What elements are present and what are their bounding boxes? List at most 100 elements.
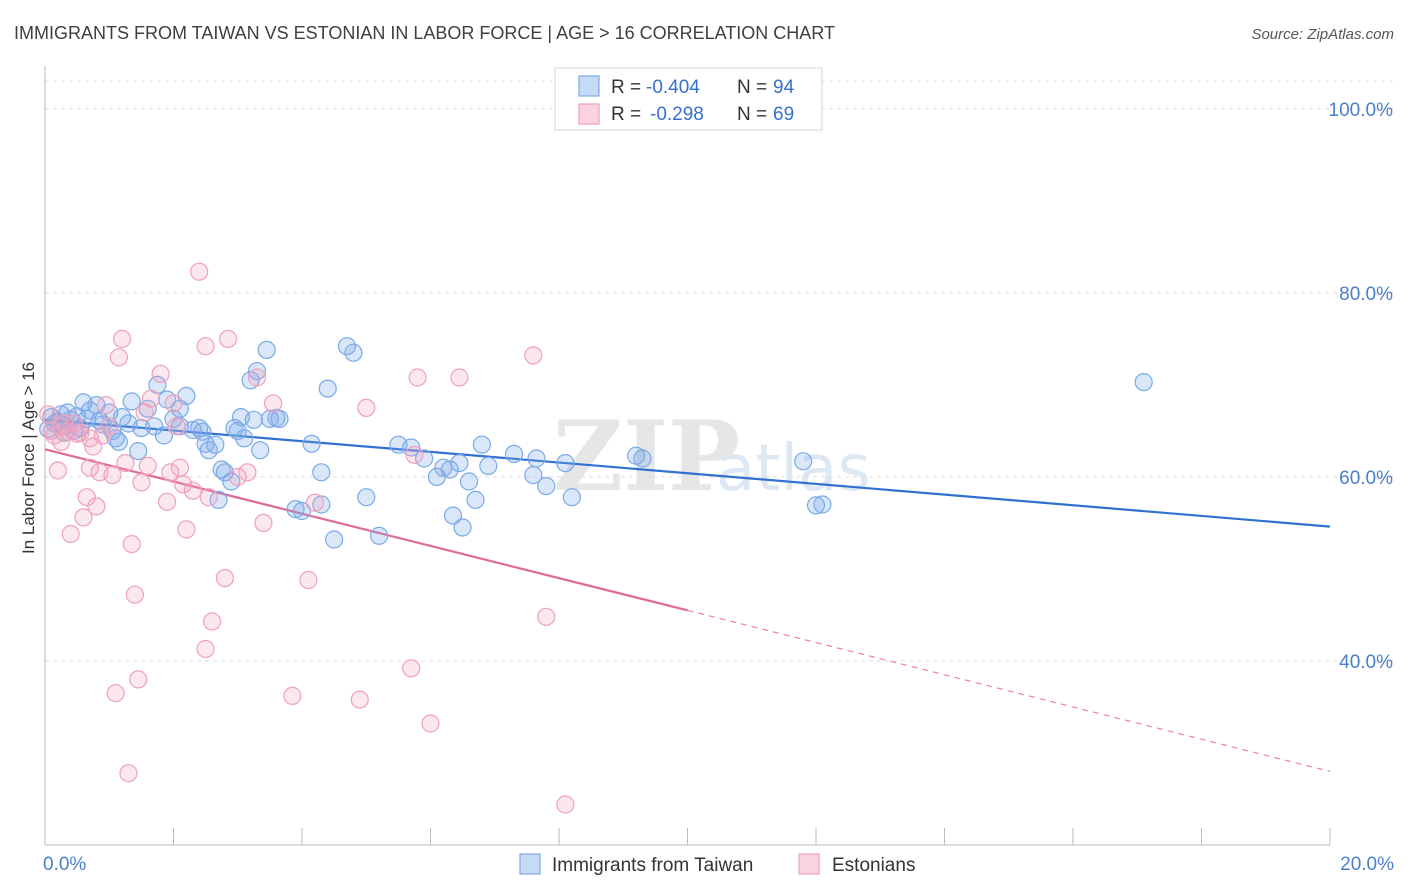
point-estonian	[254, 513, 273, 533]
point-estonian	[103, 466, 122, 485]
point-taiwan	[145, 417, 164, 436]
scatter-points	[39, 262, 1153, 814]
point-taiwan	[154, 426, 173, 445]
point-taiwan	[344, 343, 363, 362]
point-estonian	[109, 348, 129, 367]
y-tick-label: 80.0%	[1339, 284, 1393, 305]
point-taiwan	[247, 362, 267, 381]
trend-lines	[44, 418, 1331, 772]
point-estonian	[158, 492, 177, 511]
point-estonian	[408, 368, 427, 387]
point-estonian	[215, 568, 234, 588]
point-taiwan	[806, 496, 826, 515]
point-estonian	[190, 262, 209, 281]
point-taiwan	[318, 379, 337, 398]
point-estonian	[524, 346, 543, 365]
legend-n-value-taiwan: 94	[773, 77, 795, 98]
watermark: ZIP atlas	[553, 400, 871, 513]
point-estonian	[228, 467, 247, 486]
point-taiwan	[440, 460, 459, 479]
point-estonian	[219, 329, 238, 348]
point-estonian	[151, 364, 170, 383]
point-estonian	[450, 368, 469, 387]
legend-r-value-taiwan: -0.404	[646, 77, 700, 98]
point-taiwan	[270, 409, 289, 428]
point-estonian	[80, 458, 100, 477]
point-taiwan	[443, 506, 463, 525]
point-taiwan	[472, 435, 491, 454]
x-tick-label-end: 20.0%	[1340, 854, 1394, 875]
trend-line-estonian-extrapolated	[687, 609, 1331, 772]
x-tick-label-start: 0.0%	[43, 854, 86, 875]
bottom-legend: Immigrants from Taiwan Estonians	[519, 853, 915, 876]
point-taiwan	[292, 501, 312, 521]
point-taiwan	[337, 337, 357, 356]
point-estonian	[305, 493, 324, 512]
point-estonian	[132, 473, 151, 492]
point-taiwan	[251, 441, 270, 460]
point-estonian	[129, 670, 148, 689]
point-taiwan	[193, 422, 212, 441]
point-estonian	[112, 329, 132, 348]
legend-r-label-estonian: R =	[611, 104, 641, 125]
point-taiwan	[453, 518, 472, 537]
point-taiwan	[1134, 373, 1153, 392]
point-estonian	[96, 396, 116, 415]
point-estonian	[164, 394, 183, 413]
point-estonian	[264, 394, 283, 413]
y-tick-label: 40.0%	[1339, 652, 1393, 673]
point-estonian	[170, 458, 189, 477]
bottom-legend-label-estonian: Estonians	[832, 855, 915, 876]
point-taiwan	[244, 410, 263, 429]
point-taiwan	[479, 456, 498, 475]
point-taiwan	[257, 340, 276, 359]
point-estonian	[48, 461, 68, 480]
point-estonian	[125, 585, 144, 604]
watermark-zip: ZIP	[553, 400, 740, 513]
point-estonian	[39, 405, 58, 424]
point-estonian	[203, 612, 222, 631]
legend-n-label-estonian: N =	[737, 104, 767, 125]
watermark-atlas: atlas	[716, 432, 871, 506]
point-taiwan	[415, 449, 434, 468]
point-estonian	[402, 659, 421, 678]
point-taiwan	[325, 530, 344, 549]
legend-n-label-taiwan: N =	[737, 77, 767, 98]
point-estonian	[74, 508, 93, 527]
point-estonian	[350, 690, 369, 709]
point-estonian	[299, 570, 318, 590]
point-taiwan	[206, 435, 225, 454]
point-estonian	[64, 414, 84, 433]
point-taiwan	[357, 488, 376, 507]
point-taiwan	[504, 444, 524, 463]
point-estonian	[421, 714, 440, 733]
point-estonian	[357, 398, 376, 417]
point-taiwan	[556, 454, 575, 473]
gridlines	[45, 80, 1395, 662]
point-estonian	[161, 463, 180, 482]
point-taiwan	[122, 392, 141, 411]
point-estonian	[116, 454, 135, 473]
point-estonian	[537, 607, 556, 626]
point-taiwan	[109, 432, 129, 451]
point-estonian	[238, 463, 257, 482]
point-estonian	[196, 337, 215, 356]
point-taiwan	[813, 495, 832, 514]
point-taiwan	[450, 454, 469, 473]
point-taiwan	[434, 458, 453, 477]
point-estonian	[556, 795, 575, 814]
chart-title: IMMIGRANTS FROM TAIWAN VS ESTONIAN IN LA…	[14, 23, 835, 43]
point-estonian	[196, 639, 215, 659]
point-estonian	[177, 520, 196, 539]
point-taiwan	[212, 460, 231, 479]
legend-swatch-estonian	[578, 103, 600, 125]
point-estonian	[405, 445, 424, 464]
point-taiwan	[129, 442, 148, 461]
trend-line-estonian	[44, 448, 688, 612]
legend-swatch-taiwan	[578, 75, 600, 97]
point-estonian	[119, 764, 138, 783]
point-taiwan	[302, 434, 321, 453]
point-taiwan	[466, 490, 485, 509]
bottom-legend-label-taiwan: Immigrants from Taiwan	[552, 855, 753, 876]
axes: 40.0% 60.0% 80.0% 100.0% 0.0% 20.0%	[43, 66, 1394, 875]
